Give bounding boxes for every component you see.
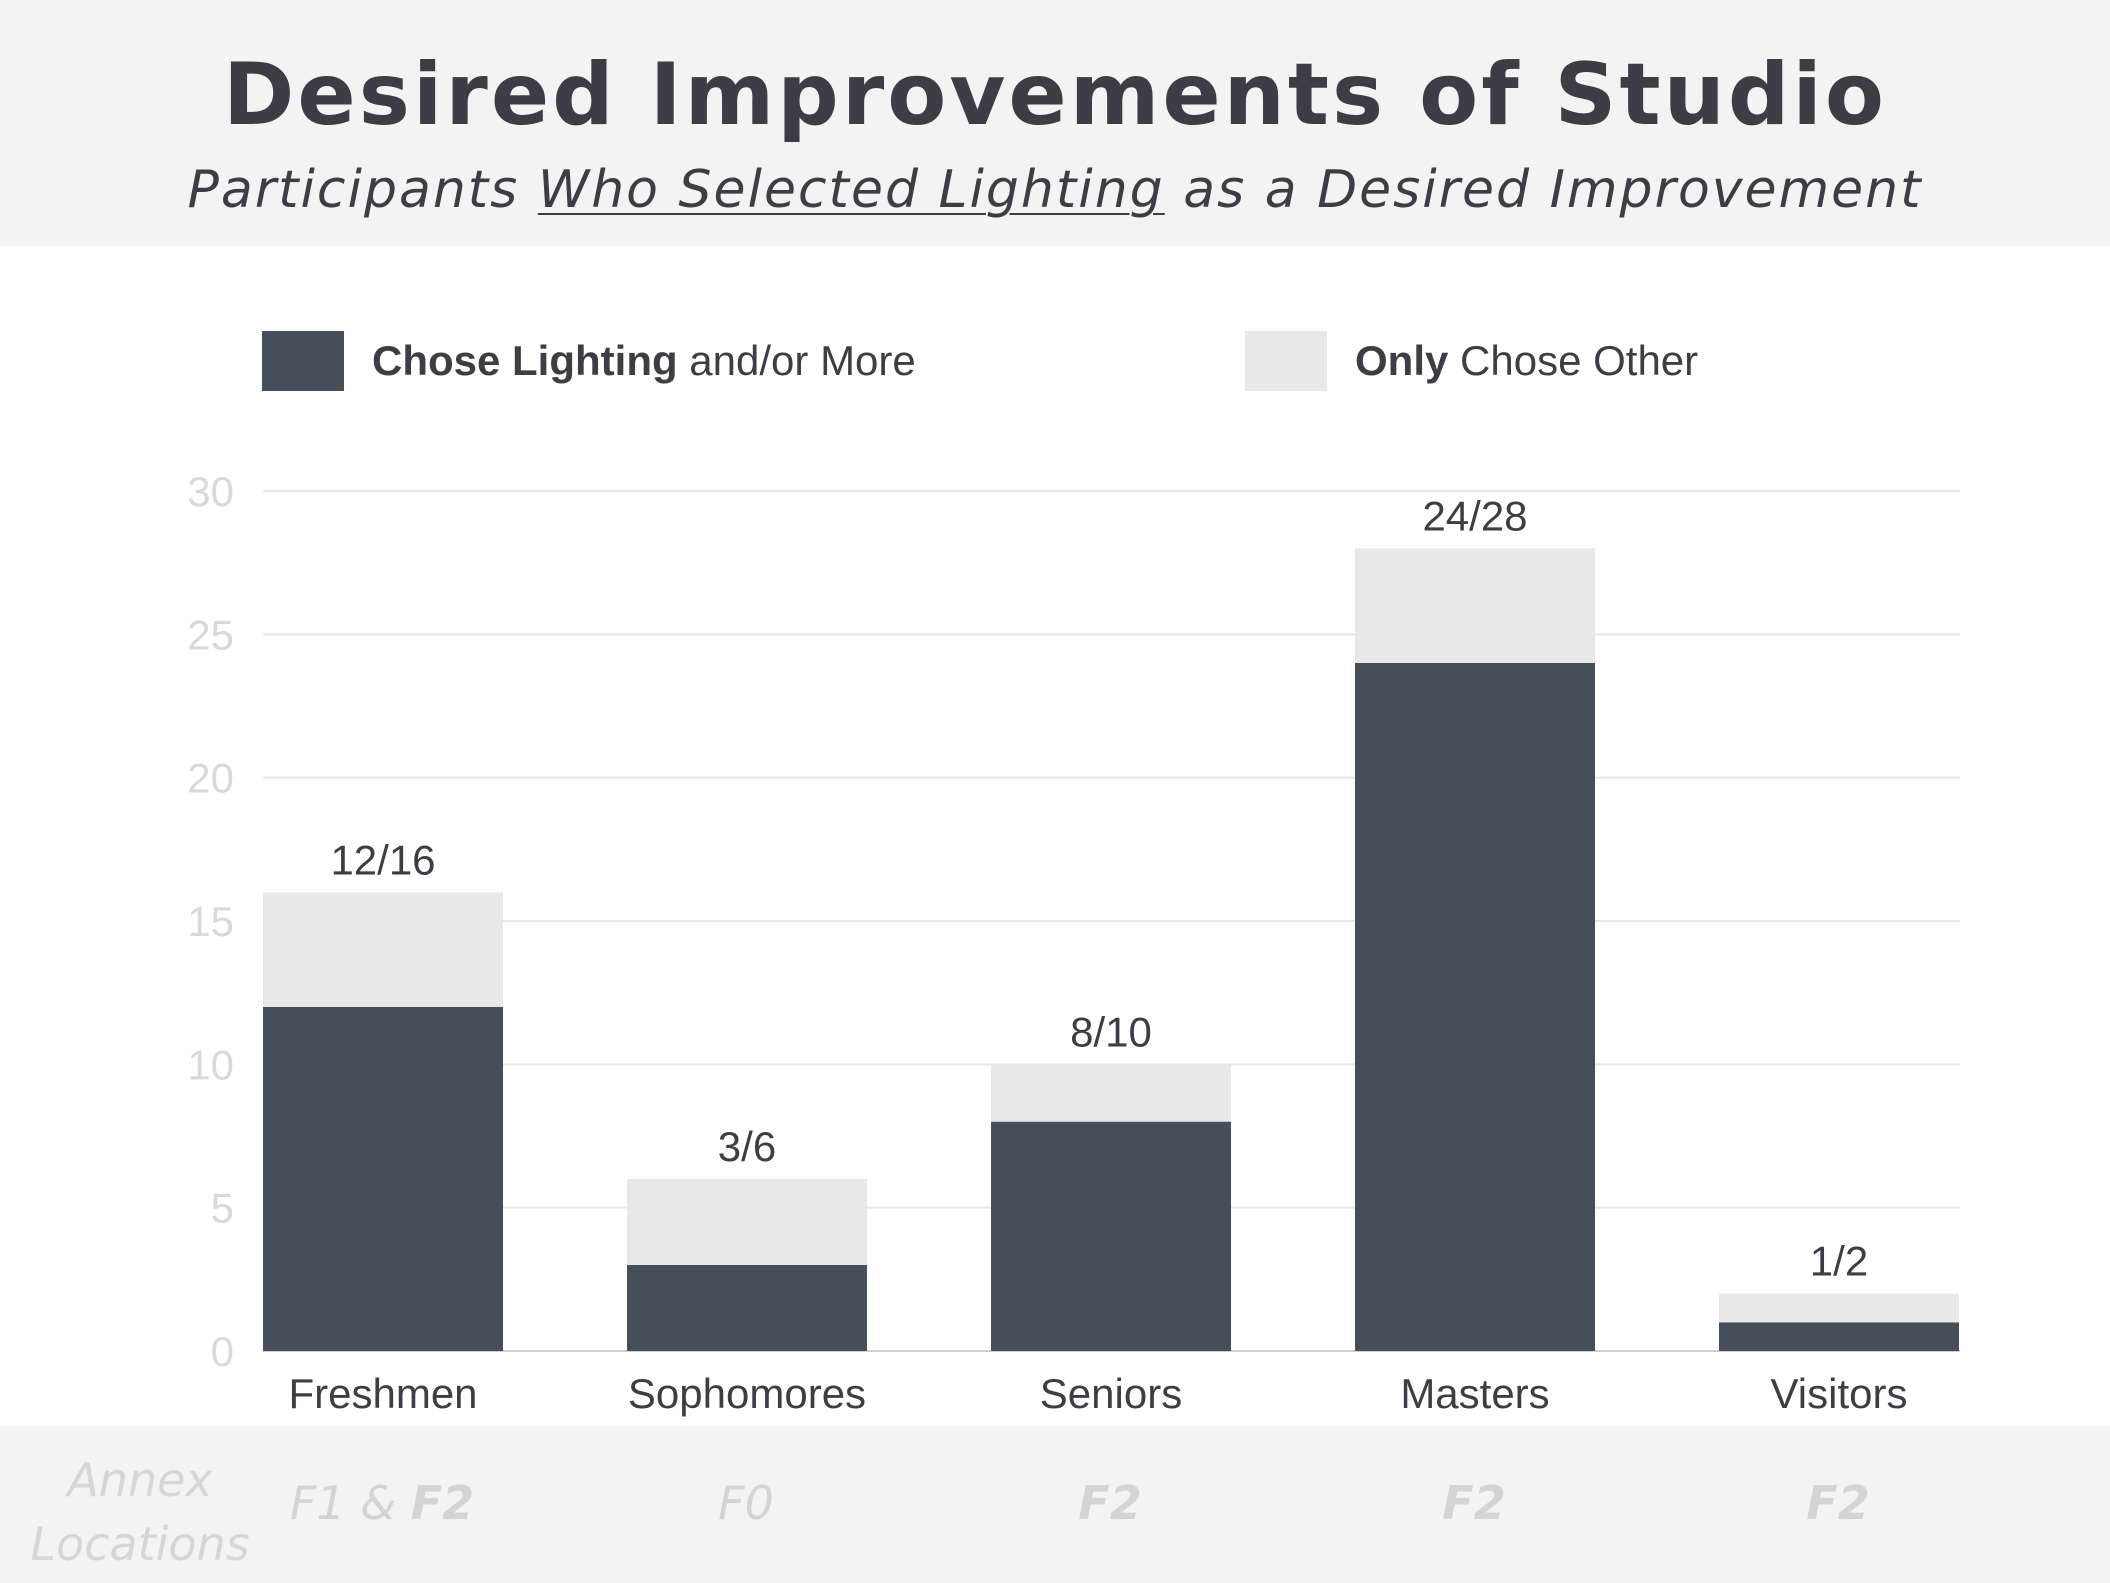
location-bold: F2	[1078, 1476, 1142, 1530]
location-masters: F2	[1354, 1476, 1594, 1530]
location-bold: F2	[410, 1476, 475, 1530]
x-tick-label: Seniors	[1040, 1370, 1182, 1417]
annex-label-line1: Annex	[67, 1453, 213, 1507]
y-tick-label: 20	[187, 755, 234, 802]
subtitle-underlined: Who Selected Lighting	[537, 160, 1165, 220]
legend-lighting-rest: and/or More	[677, 337, 916, 384]
location-bold: F2	[1806, 1476, 1870, 1530]
subtitle-suffix: as a Desired Improvement	[1164, 160, 1923, 220]
bar-other-seniors	[991, 1064, 1231, 1122]
legend-item-other: Only Chose Other	[1245, 330, 1698, 392]
y-tick-label: 30	[187, 468, 234, 515]
legend-swatch-other	[1245, 331, 1327, 391]
location-freshmen: F1 & F2	[262, 1476, 502, 1530]
data-label: 8/10	[1070, 1008, 1152, 1055]
y-tick-label: 25	[187, 611, 234, 658]
bar-other-visitors	[1719, 1293, 1959, 1323]
data-label: 3/6	[718, 1123, 776, 1170]
legend-other-rest: Chose Other	[1448, 337, 1699, 384]
chart-title: Desired Improvements of Studio	[223, 45, 1887, 145]
location-normal: F0	[718, 1476, 774, 1530]
x-tick-label: Masters	[1400, 1370, 1549, 1417]
y-tick-label: 0	[211, 1328, 234, 1375]
legend-item-lighting: Chose Lighting and/or More	[262, 330, 916, 392]
annex-locations-label: Annex Locations	[20, 1448, 260, 1576]
legend-swatch-lighting	[262, 331, 344, 391]
x-tick-label: Visitors	[1771, 1370, 1908, 1417]
bar-lighting-freshmen	[263, 1007, 503, 1351]
legend-other-bold: Only	[1355, 337, 1449, 384]
chart-subtitle: Participants Who Selected Lighting as a …	[0, 164, 2110, 216]
x-tick-label: Freshmen	[288, 1370, 477, 1417]
bar-lighting-visitors	[1719, 1322, 1959, 1351]
subtitle-prefix: Participants	[187, 160, 538, 220]
annex-label-line2: Locations	[30, 1517, 250, 1571]
legend-label-lighting: Chose Lighting and/or More	[372, 337, 916, 385]
data-label: 1/2	[1810, 1238, 1868, 1285]
location-normal: F1 &	[289, 1476, 411, 1530]
bar-other-masters	[1355, 548, 1595, 663]
bar-other-freshmen	[263, 892, 503, 1007]
y-tick-label: 10	[187, 1041, 234, 1088]
location-sophomores: F0	[626, 1476, 866, 1530]
data-label: 12/16	[330, 836, 435, 883]
location-seniors: F2	[990, 1476, 1230, 1530]
bar-lighting-sophomores	[627, 1265, 867, 1351]
legend-lighting-bold: Chose Lighting	[372, 337, 678, 384]
legend-label-other: Only Chose Other	[1355, 337, 1698, 385]
location-visitors: F2	[1718, 1476, 1958, 1530]
data-label: 24/28	[1422, 492, 1527, 539]
header-band	[0, 0, 2110, 246]
location-bold: F2	[1442, 1476, 1506, 1530]
footer-band	[0, 1426, 2110, 1583]
y-tick-label: 5	[211, 1185, 234, 1232]
y-tick-label: 15	[187, 898, 234, 945]
bar-lighting-masters	[1355, 663, 1595, 1351]
x-tick-label: Sophomores	[628, 1370, 866, 1417]
bar-lighting-seniors	[991, 1121, 1231, 1351]
bar-other-sophomores	[627, 1179, 867, 1265]
